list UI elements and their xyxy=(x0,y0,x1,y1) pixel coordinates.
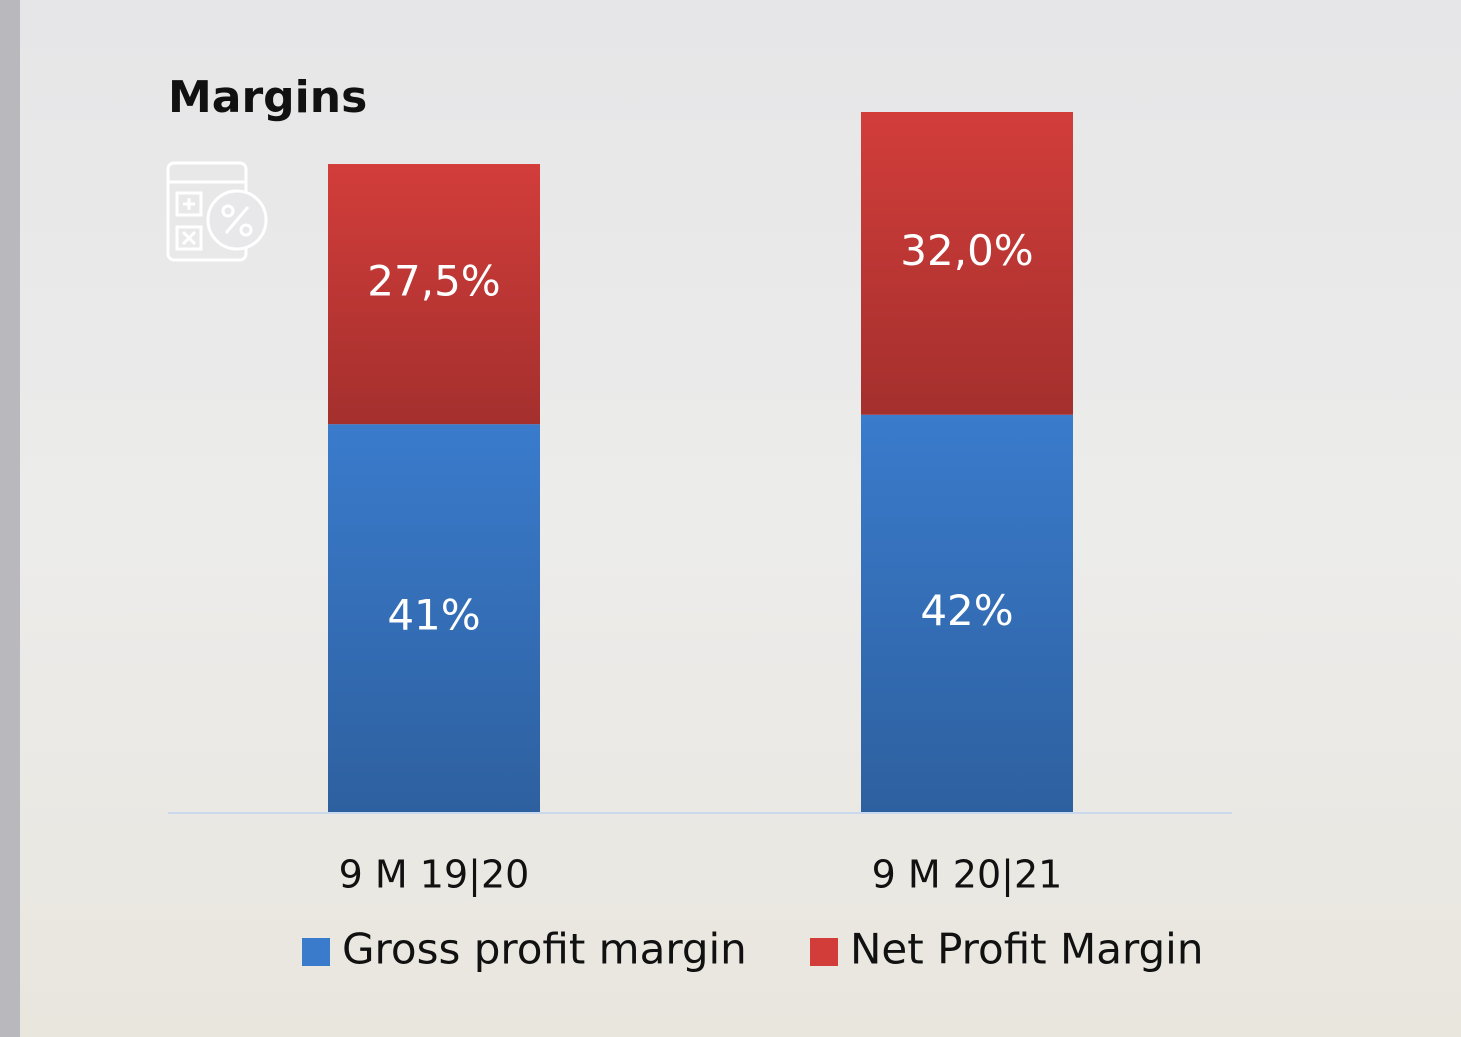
x-tick-label: 9 M 19|20 xyxy=(339,853,530,898)
chart-title: Margins xyxy=(168,72,367,123)
background xyxy=(0,0,1461,1037)
legend-label: Gross profit margin xyxy=(342,925,747,974)
data-label: 42% xyxy=(920,586,1013,635)
side-strip xyxy=(0,0,20,1037)
legend-label: Net Profit Margin xyxy=(850,925,1203,974)
data-label: 41% xyxy=(387,591,480,640)
data-label: 32,0% xyxy=(900,226,1033,275)
legend-swatch xyxy=(302,938,330,966)
chart: Margins 41% 27,5% 9 M 19|20 42% 32,0% 9 M 20|… xyxy=(0,0,1461,1037)
data-label: 27,5% xyxy=(367,257,500,306)
legend-swatch xyxy=(810,938,838,966)
x-tick-label: 9 M 20|21 xyxy=(872,853,1063,898)
